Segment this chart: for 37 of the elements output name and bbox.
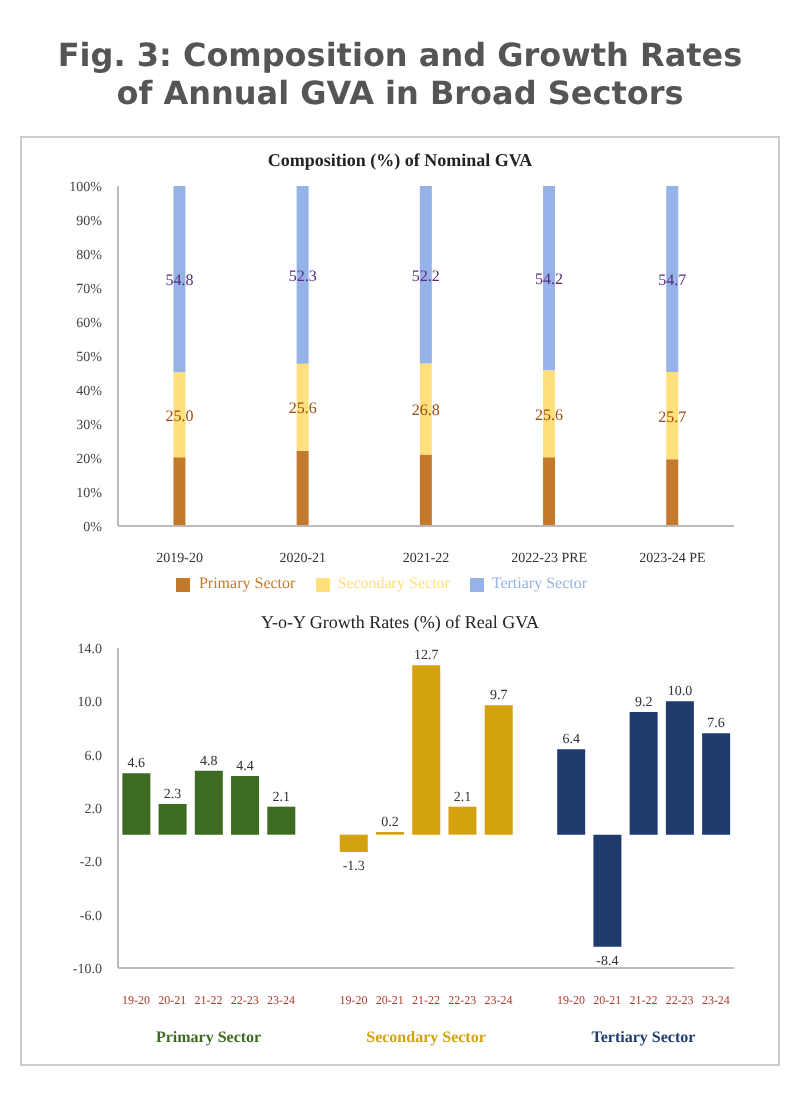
bar xyxy=(267,806,296,835)
bar xyxy=(702,733,731,835)
bar xyxy=(231,776,260,835)
bar xyxy=(296,450,309,526)
data-label: 25.6 xyxy=(288,399,317,418)
bar xyxy=(593,834,622,947)
bar xyxy=(339,834,368,852)
data-label: 52.3 xyxy=(288,266,317,285)
bar xyxy=(419,454,432,526)
data-label: 54.7 xyxy=(658,270,687,289)
chart-title: Fig. 3: Composition and Growth Rates of Annual GVA in Broad Sectors xyxy=(56,36,744,112)
bar xyxy=(412,665,441,835)
text: Secondary Sector xyxy=(366,1028,486,1046)
data-label: 54.8 xyxy=(165,271,194,290)
bar xyxy=(665,701,694,835)
chart-title: Y-o-Y Growth Rates (%) of Real GVA xyxy=(259,612,541,632)
bar xyxy=(158,804,187,835)
chart-subtitle: Composition (%) of Nominal GVA xyxy=(265,150,535,170)
bar xyxy=(557,749,586,835)
data-label: 52.2 xyxy=(411,266,440,285)
bar xyxy=(666,459,679,526)
legend-label: Primary Sector xyxy=(198,574,296,592)
bar xyxy=(629,712,658,835)
bar xyxy=(448,806,477,835)
legend-label: Secondary Sector xyxy=(337,574,450,592)
bar xyxy=(173,457,186,526)
bar xyxy=(122,773,151,835)
bar xyxy=(543,457,556,526)
text: Primary Sector xyxy=(155,1028,262,1046)
data-label: 26.8 xyxy=(411,401,440,420)
data-label: 54.2 xyxy=(535,270,564,289)
legend-label: Tertiary Sector xyxy=(491,574,588,592)
bar xyxy=(484,705,513,835)
data-label: 25.0 xyxy=(165,406,194,425)
bar xyxy=(194,770,223,835)
data-label: 25.6 xyxy=(535,405,564,424)
text: Tertiary Sector xyxy=(591,1028,696,1046)
